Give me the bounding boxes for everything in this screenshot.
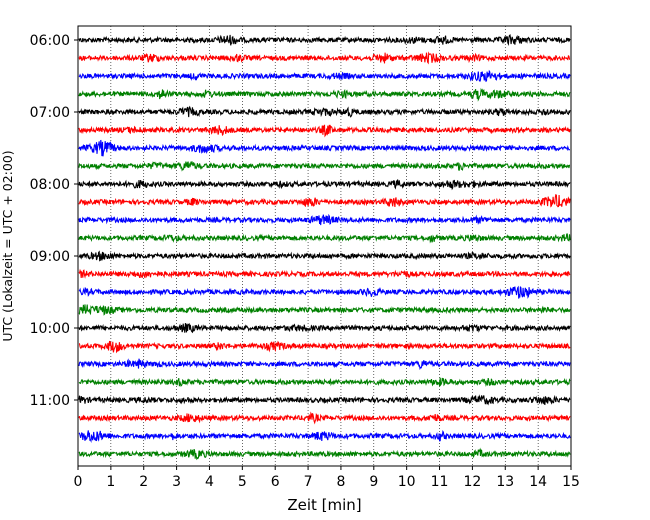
plot-frame [77, 25, 572, 467]
x-tick-label: 12 [463, 474, 481, 490]
x-tick-label: 15 [562, 474, 580, 490]
x-axis-label: Zeit [min] [287, 496, 361, 514]
x-tick-label: 7 [304, 474, 313, 490]
trace-1030 [78, 358, 571, 371]
trace-1130 [78, 430, 571, 444]
x-tick-label: 10 [398, 474, 416, 490]
x-tick-label: 0 [74, 474, 83, 490]
trace-0945 [78, 304, 571, 316]
seismic-traces [78, 33, 571, 461]
trace-0730 [78, 139, 570, 157]
trace-1115 [78, 411, 571, 425]
trace-0745 [78, 161, 571, 172]
x-axis-ticks: 0 1 2 3 4 5 6 7 8 9 10 11 12 13 14 15 [74, 466, 580, 490]
x-tick-label: 1 [106, 474, 115, 490]
y-axis-ticks: 06:00 07:00 08:00 09:00 10:00 11:00 [30, 33, 78, 409]
trace-0915 [78, 268, 571, 279]
x-tick-label: 11 [431, 474, 449, 490]
trace-0815 [78, 193, 571, 208]
trace-1145 [78, 447, 571, 461]
trace-1100 [78, 394, 571, 406]
x-tick-label: 4 [205, 474, 214, 490]
trace-1015 [78, 340, 571, 354]
trace-1000 [78, 322, 571, 334]
y-tick-label: 08:00 [30, 177, 70, 193]
trace-0645 [78, 87, 571, 102]
x-tick-label: 14 [529, 474, 547, 490]
grid [110, 26, 539, 466]
y-axis-label: UTC (Lokalzeit = UTC + 02:00) [0, 150, 15, 341]
trace-0630 [78, 69, 571, 83]
x-tick-label: 5 [238, 474, 247, 490]
trace-0715 [78, 124, 571, 138]
x-tick-label: 6 [271, 474, 280, 490]
trace-0615 [78, 51, 571, 65]
x-tick-label: 2 [139, 474, 148, 490]
trace-0800 [78, 179, 571, 191]
y-tick-label: 11:00 [30, 393, 70, 409]
x-tick-label: 9 [369, 474, 378, 490]
y-tick-label: 07:00 [30, 105, 70, 121]
trace-0830 [78, 213, 571, 226]
x-tick-label: 13 [496, 474, 514, 490]
trace-0900 [78, 250, 571, 262]
trace-0600 [78, 33, 571, 47]
x-tick-label: 8 [336, 474, 345, 490]
trace-1045 [78, 377, 571, 387]
trace-0700 [78, 105, 571, 118]
y-tick-label: 09:00 [30, 249, 70, 265]
trace-0930 [78, 285, 571, 299]
y-tick-label: 06:00 [30, 33, 70, 49]
x-tick-label: 3 [172, 474, 181, 490]
y-tick-label: 10:00 [30, 321, 70, 337]
trace-0845 [78, 233, 571, 244]
